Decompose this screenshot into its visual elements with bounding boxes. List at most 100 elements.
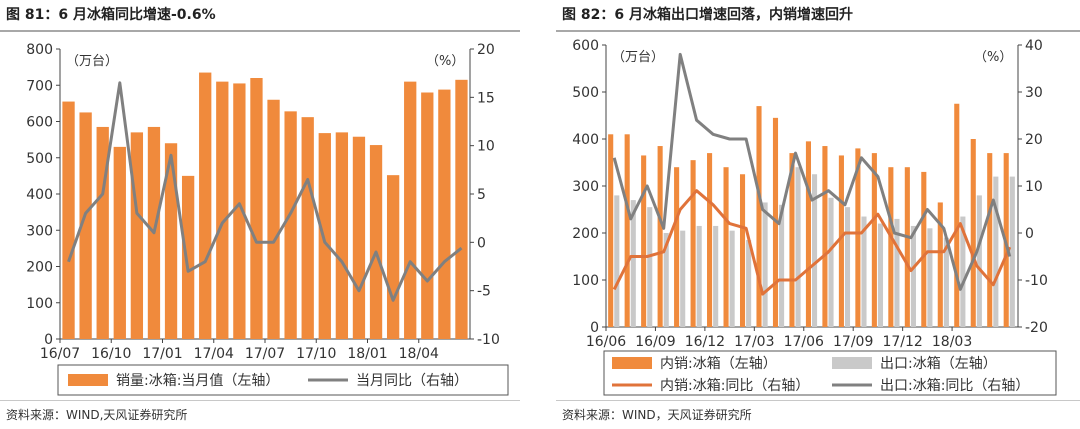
- bar: [674, 167, 680, 327]
- right-tick-label: 5: [477, 187, 486, 203]
- bar: [960, 216, 966, 327]
- right-tick-label: 30: [1025, 85, 1043, 101]
- bar: [855, 148, 861, 327]
- x-tick-label: 16/07: [40, 346, 80, 362]
- bar: [608, 134, 614, 327]
- bar: [113, 146, 126, 339]
- right-tick-label: -5: [477, 284, 491, 300]
- legend-label: 出口:冰箱（左轴）: [880, 356, 997, 372]
- left-unit-label: （万台）: [66, 54, 118, 69]
- right-tick-label: 40: [1025, 38, 1043, 54]
- chart-title: 图 82：6 月冰箱出口增速回落，内销增速回升: [562, 7, 853, 23]
- bar: [318, 133, 331, 339]
- right-tick-label: 20: [477, 42, 495, 58]
- bar: [805, 141, 811, 327]
- legend-label: 内销:冰箱（左轴）: [660, 356, 777, 372]
- right-tick-label: 10: [477, 139, 495, 155]
- bar: [404, 81, 417, 339]
- bar: [987, 153, 993, 327]
- bar: [822, 146, 828, 327]
- bar: [130, 132, 144, 339]
- bar: [904, 167, 910, 327]
- x-tick-label: 17/03: [734, 334, 774, 350]
- bar: [713, 225, 719, 327]
- bar: [386, 175, 400, 339]
- bar: [284, 111, 297, 339]
- bar: [707, 153, 713, 327]
- left-unit-label: （万台）: [612, 50, 664, 65]
- legend-box: [57, 364, 509, 396]
- x-tick-label: 17/04: [194, 346, 234, 362]
- legend-swatch: [68, 374, 108, 386]
- bar: [723, 167, 729, 327]
- bar: [921, 171, 927, 327]
- left-tick-label: 200: [26, 260, 53, 276]
- bar: [888, 167, 894, 327]
- right-unit-label: （%）: [426, 54, 464, 69]
- bar: [369, 145, 383, 339]
- left-tick-label: 200: [572, 226, 599, 242]
- x-tick-label: 17/12: [882, 334, 922, 350]
- bar: [216, 81, 229, 339]
- bar: [976, 195, 982, 327]
- bar: [762, 202, 768, 327]
- chart-source: 资料来源：WIND，天风证券研究所: [562, 408, 752, 422]
- right-tick-label: 0: [1025, 226, 1034, 242]
- bar: [894, 218, 900, 327]
- bar: [352, 136, 366, 339]
- x-tick-label: 16/12: [685, 334, 725, 350]
- bar: [657, 146, 663, 327]
- bar: [954, 103, 960, 327]
- chart-panel-fig82: 图 82：6 月冰箱出口增速回落，内销增速回升 0 100 200 300 400 500…: [556, 0, 1080, 429]
- bar: [455, 79, 468, 339]
- bar: [421, 92, 434, 339]
- bar: [877, 223, 884, 327]
- bar: [630, 200, 636, 327]
- bar: [927, 228, 933, 327]
- bar: [871, 153, 877, 327]
- bar: [795, 167, 801, 327]
- x-tick-label: 17/10: [296, 346, 336, 362]
- left-tick-label: 800: [26, 42, 53, 58]
- right-unit-label: （%）: [974, 50, 1012, 65]
- bar: [79, 112, 92, 339]
- right-tick-label: -10: [477, 332, 500, 348]
- series-line: [612, 189, 1012, 296]
- x-tick-label: 17/01: [142, 346, 182, 362]
- chart-source: 资料来源：WIND,天风证券研究所: [6, 408, 188, 422]
- bar: [789, 153, 795, 327]
- bar: [861, 216, 867, 327]
- chart-area: 0 100 200 300 400 500 600 -20 -10 0 10 20 30 40 16/06 1…: [556, 33, 1080, 398]
- chart-area: 0 100 200 300 400 500 600 700 800 -10 -5 0 5 10 15 20 16…: [0, 33, 520, 398]
- bar: [250, 78, 263, 339]
- bar: [943, 237, 949, 327]
- left-tick-label: 400: [572, 132, 599, 148]
- bar: [62, 101, 75, 339]
- left-tick-label: 700: [26, 78, 53, 94]
- chart-svg-fig82: 0 100 200 300 400 500 600 -20 -10 0 10 20 30 40 16/06 1…: [572, 38, 1057, 396]
- bar: [844, 207, 851, 327]
- right-tick-label: -20: [1025, 320, 1048, 336]
- x-tick-label: 16/06: [586, 334, 626, 350]
- left-tick-label: 600: [26, 115, 53, 131]
- x-tick-label: 17/06: [784, 334, 824, 350]
- bar: [729, 230, 735, 327]
- bar: [1009, 176, 1015, 327]
- legend-swatch: [612, 357, 652, 369]
- legend-swatch: [832, 357, 872, 369]
- bar: [301, 117, 314, 340]
- right-tick-label: 0: [477, 235, 486, 251]
- right-tick-label: -10: [1025, 273, 1048, 289]
- left-tick-label: 600: [572, 38, 599, 54]
- bar: [647, 207, 653, 327]
- legend-label: 出口:冰箱:同比（右轴）: [880, 378, 1029, 394]
- source-divider: [0, 400, 520, 401]
- bar: [746, 240, 752, 327]
- legend-box: [603, 350, 1057, 396]
- bar: [641, 155, 647, 327]
- series-line: [67, 81, 463, 302]
- bar: [910, 225, 916, 327]
- bar: [812, 174, 818, 327]
- legend-label: 内销:冰箱:同比（右轴）: [660, 378, 809, 394]
- x-tick-label: 16/10: [91, 346, 131, 362]
